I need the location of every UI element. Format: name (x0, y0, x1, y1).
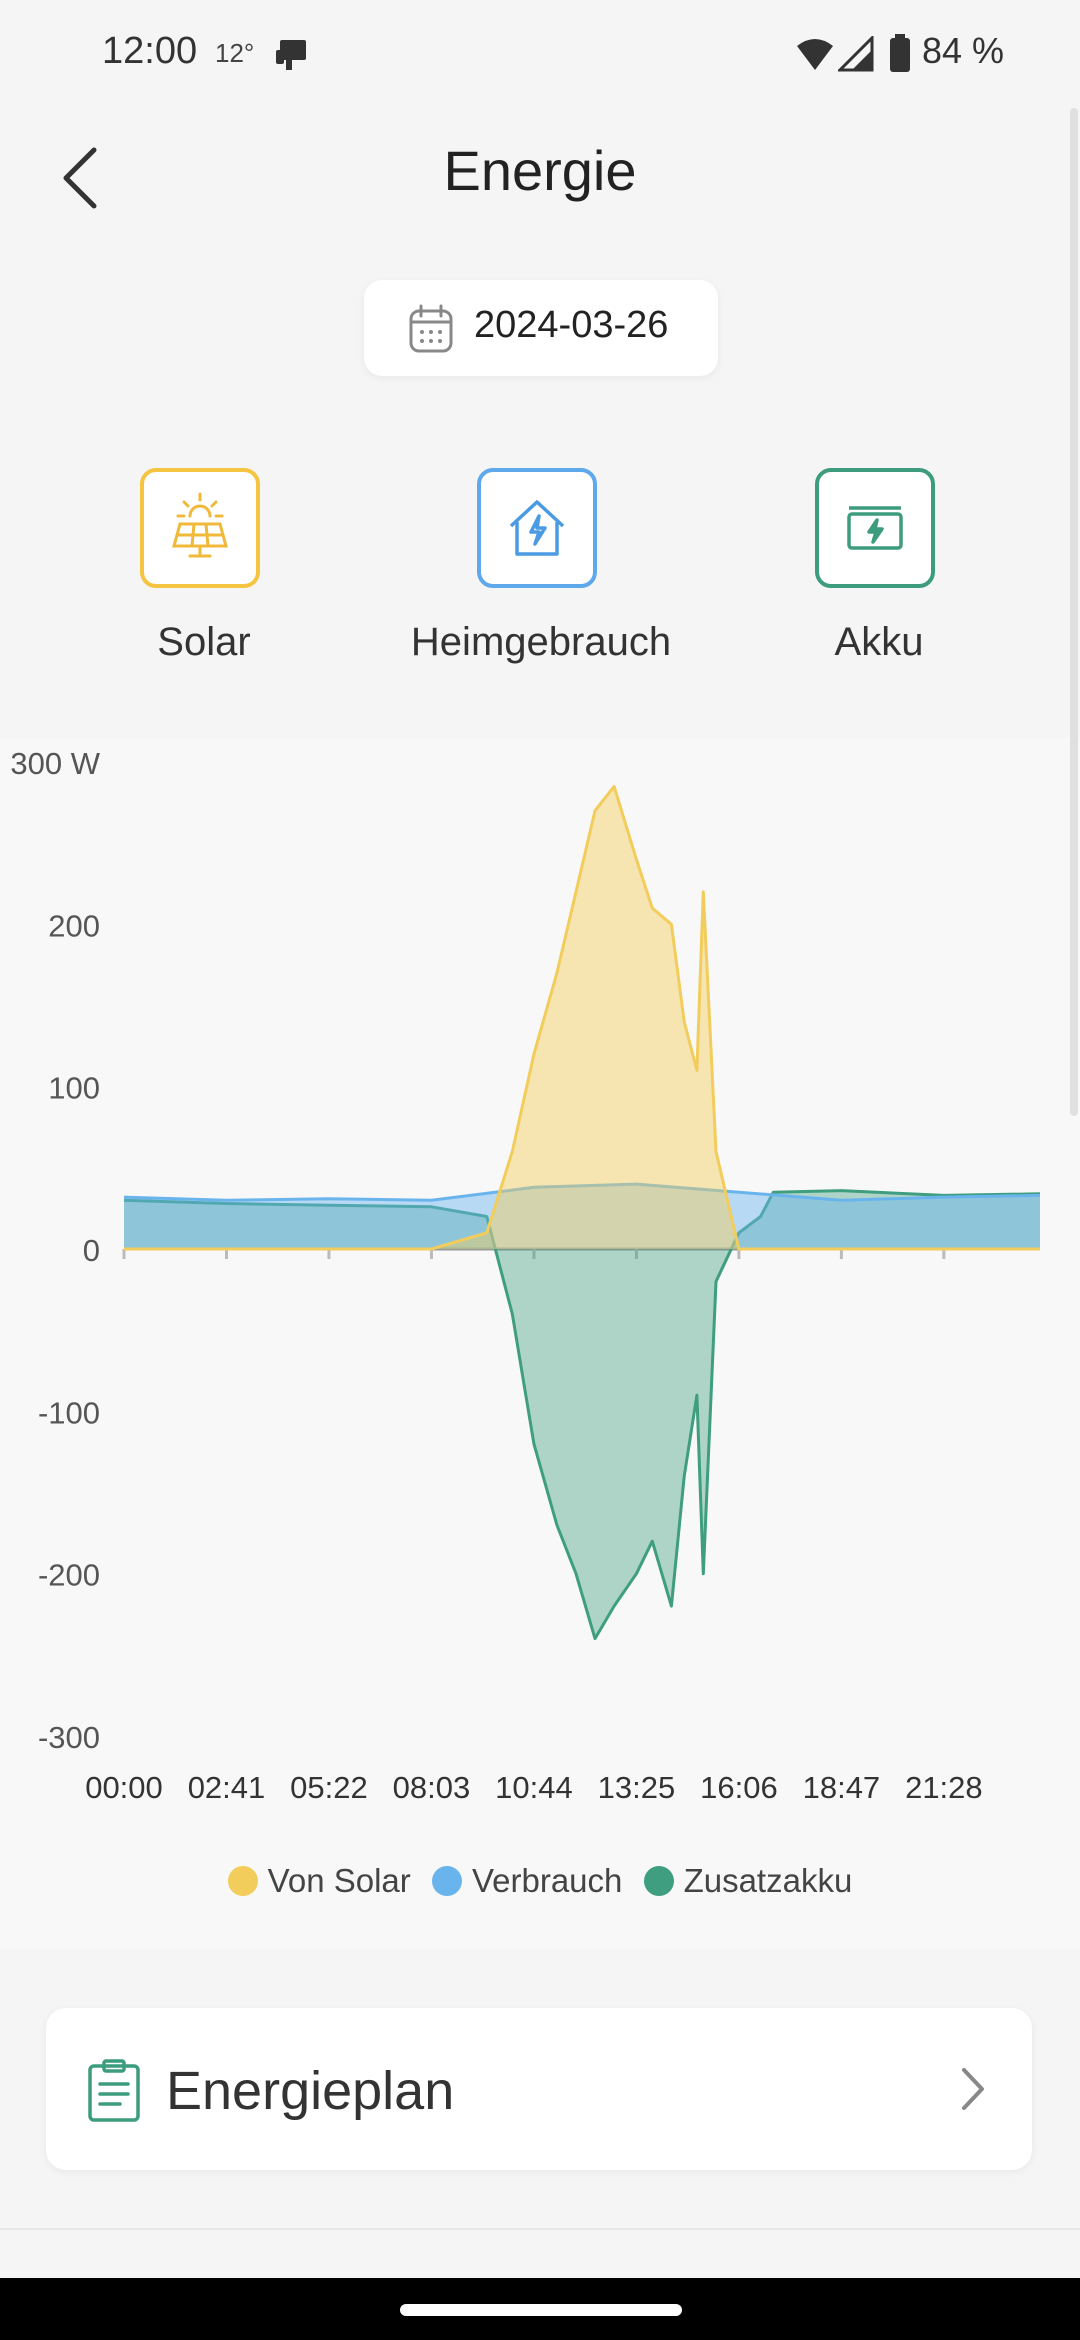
legend-item-verbrauch[interactable]: Verbrauch (431, 1862, 623, 1900)
notification-app-icon (276, 40, 306, 70)
legend-label-solar: Von Solar (267, 1862, 411, 1899)
status-battery: 84 % (922, 30, 1005, 71)
chevron-left-icon (63, 147, 97, 209)
series-area-zusatzakku (124, 1190, 1040, 1639)
y-tick-label: 100 (48, 1071, 100, 1106)
series-line-verbrauch (123, 1182, 1041, 1202)
legend-dot-verbrauch (431, 1866, 462, 1896)
navigation-bar (0, 2278, 1080, 2340)
x-tick-label: 08:03 (393, 1770, 471, 1805)
category-heimgebrauch[interactable]: Heimgebrauch (391, 466, 691, 696)
heimgebrauch-button[interactable] (477, 468, 597, 588)
category-solar[interactable]: Solar (54, 466, 354, 696)
energy-plan-title: Energieplan (166, 2061, 455, 2121)
wifi-icon (797, 39, 833, 70)
energy-chart[interactable]: 300 W 200 100 0 -100 -200 -300 00:00 02:41 05:22 0… (0, 738, 1080, 1950)
divider (0, 2228, 1080, 2230)
calendar-icon (409, 304, 453, 353)
date-value: 2024-03-26 (474, 304, 669, 346)
x-tick-label: 00:00 (85, 1770, 163, 1805)
category-solar-label: Solar (157, 620, 251, 664)
legend-item-solar[interactable]: Von Solar (227, 1862, 411, 1900)
legend-label-verbrauch: Verbrauch (471, 1862, 623, 1899)
series-line-zusatzakku (123, 1189, 1041, 1641)
x-tick-label: 02:41 (188, 1770, 266, 1805)
legend-label-zusatzakku: Zusatzakku (683, 1862, 853, 1899)
category-akku[interactable]: Akku (729, 466, 1029, 696)
signal-icon (838, 36, 874, 72)
y-tick-label: -100 (38, 1395, 100, 1430)
y-tick-label: 300 W (10, 746, 100, 781)
x-tick-label: 05:22 (290, 1770, 368, 1805)
legend-item-zusatzakku[interactable]: Zusatzakku (643, 1862, 853, 1900)
y-tick-label: 200 (48, 908, 100, 943)
category-heimgebrauch-label: Heimgebrauch (410, 620, 672, 664)
x-tick-label: 10:44 (495, 1770, 573, 1805)
back-button[interactable] (50, 138, 110, 218)
series-area-von-solar (124, 786, 1040, 1249)
y-tick-label: 0 (83, 1233, 100, 1268)
scrollbar[interactable] (1070, 108, 1078, 1116)
battery-bolt-icon (847, 506, 903, 550)
solar-panel-icon (172, 492, 228, 558)
house-bolt-icon (509, 500, 565, 556)
akku-button[interactable] (815, 468, 935, 588)
y-tick-label: -200 (38, 1558, 100, 1593)
solar-button[interactable] (140, 468, 260, 588)
battery-icon (890, 34, 910, 72)
legend-dot-zusatzakku (643, 1866, 674, 1896)
x-tick-label: 13:25 (598, 1770, 676, 1805)
chevron-right-icon (962, 2068, 984, 2110)
page-title: Energie (443, 139, 637, 202)
legend-dot-solar (227, 1866, 258, 1896)
x-tick-label: 18:47 (803, 1770, 881, 1805)
home-gesture-handle[interactable] (400, 2304, 682, 2316)
energy-chart-svg: 300 W 200 100 0 -100 -200 -300 00:00 02:41 05:22 0… (10, 746, 1041, 1805)
status-temperature: 12° (215, 38, 255, 68)
energy-plan-card[interactable]: Energieplan (46, 2008, 1032, 2170)
x-tick-label: 16:06 (700, 1770, 778, 1805)
series-line-von-solar (124, 784, 1040, 1251)
status-bar: 12:00 12° 84 % (0, 0, 1080, 108)
chart-legend: Von Solar Verbrauch Zusatzakku (0, 1862, 1080, 1922)
category-akku-label: Akku (834, 620, 924, 664)
status-time: 12:00 (102, 30, 198, 72)
clipboard-icon (88, 2059, 140, 2122)
x-tick-label: 21:28 (905, 1770, 983, 1805)
y-tick-label: -300 (38, 1720, 100, 1755)
date-picker[interactable]: 2024-03-26 (364, 280, 718, 376)
app-header: Energie (0, 108, 1080, 238)
